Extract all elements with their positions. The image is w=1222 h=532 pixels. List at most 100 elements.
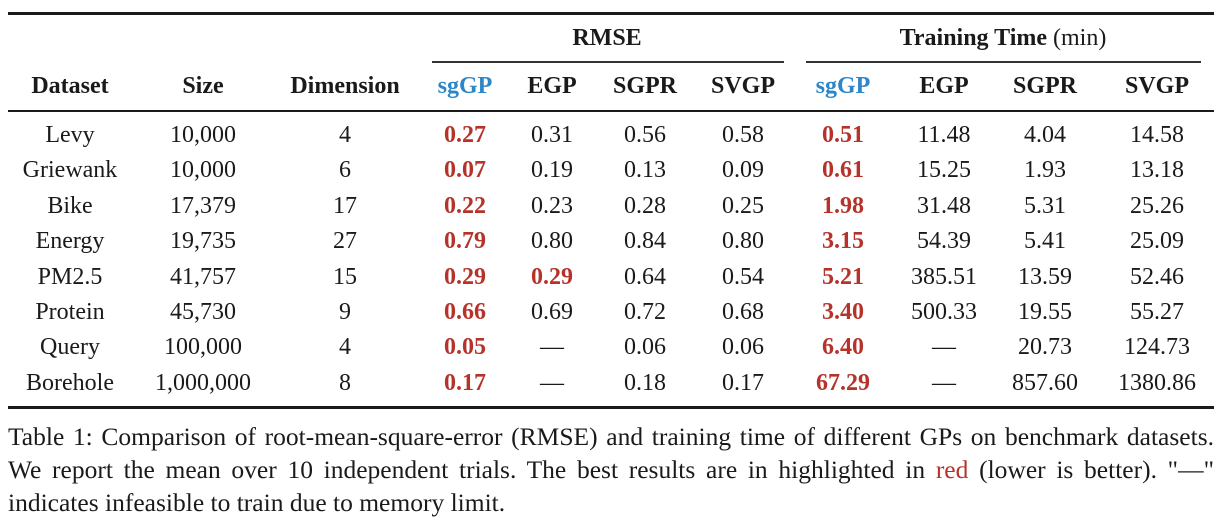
dataset-cell: Protein — [35, 299, 105, 325]
dimension-cell: 9 — [339, 299, 351, 325]
time-cell: 25.26 — [1130, 192, 1184, 219]
rmse-cell: 0.27 — [444, 122, 486, 148]
time-cell: 14.58 — [1130, 122, 1184, 148]
rmse-cell: 0.31 — [531, 122, 573, 148]
time-cell: 1380.86 — [1118, 369, 1196, 396]
time-cell: 54.39 — [917, 228, 971, 255]
dimension-cell: 27 — [333, 228, 357, 255]
rmse-cell: 0.29 — [531, 263, 573, 290]
dimension-cell: 17 — [333, 192, 357, 219]
rmse-cell: 0.05 — [444, 334, 486, 361]
time-cell: 3.40 — [822, 299, 864, 325]
dataset-cell: Griewank — [22, 157, 118, 184]
column-header-dataset: Dataset — [31, 73, 109, 99]
time-cell: 52.46 — [1130, 263, 1184, 290]
time-cell: 31.48 — [917, 192, 971, 219]
size-cell: 10,000 — [170, 157, 236, 184]
rmse-cell: 0.80 — [722, 228, 764, 255]
dataset-cell: Query — [40, 334, 100, 361]
rmse-cell: 0.23 — [531, 192, 573, 219]
bottom-rule — [8, 406, 1214, 409]
rmse-cell: 0.07 — [444, 157, 486, 184]
column-header-svgp-rmse: SVGP — [710, 73, 776, 99]
rmse-cell: 0.06 — [624, 334, 666, 361]
size-cell: 41,757 — [170, 263, 236, 290]
column-header-dimension: Dimension — [290, 73, 400, 99]
top-rule — [8, 12, 1214, 15]
rmse-cell: 0.18 — [624, 369, 666, 396]
time-cell: 0.51 — [822, 122, 864, 148]
rmse-cell: 0.06 — [722, 334, 764, 361]
table-caption: Table 1: Comparison of root-mean-square-… — [8, 422, 1214, 517]
rmse-cell: 0.64 — [624, 263, 666, 290]
dataset-cell: PM2.5 — [37, 263, 103, 290]
rmse-cell: 0.66 — [444, 299, 486, 325]
rmse-cell: 0.19 — [531, 157, 573, 184]
size-cell: 19,735 — [170, 228, 236, 255]
time-cell: 385.51 — [911, 263, 977, 290]
dimension-cell: 4 — [339, 122, 351, 148]
time-cell: 857.60 — [1012, 369, 1078, 396]
dimension-cell: 8 — [339, 369, 351, 396]
rmse-cell: — — [540, 369, 564, 396]
rmse-cell: 0.28 — [624, 192, 666, 219]
rmse-cell: 0.56 — [624, 122, 666, 148]
caption-red-word: red — [935, 455, 969, 484]
time-cell: — — [932, 369, 956, 396]
time-cell: 67.29 — [816, 369, 870, 396]
rmse-cell: 0.22 — [444, 192, 486, 219]
time-cell: 5.21 — [822, 263, 864, 290]
time-cell: 1.93 — [1024, 157, 1066, 184]
column-header-sggp-rmse: sgGP — [437, 73, 493, 99]
column-header-svgp-time: SVGP — [1124, 73, 1190, 99]
rmse-cell: 0.17 — [444, 369, 486, 396]
rmse-cell: 0.69 — [531, 299, 573, 325]
time-group-rule — [806, 61, 1201, 63]
time-cell: 6.40 — [822, 334, 864, 361]
column-header-sggp-time: sgGP — [815, 73, 871, 99]
rmse-cell: 0.72 — [624, 299, 666, 325]
rmse-cell: 0.80 — [531, 228, 573, 255]
group-header-rmse: RMSE — [572, 25, 642, 51]
time-cell: 25.09 — [1130, 228, 1184, 255]
rmse-cell: 0.17 — [722, 369, 764, 396]
header-rule — [8, 110, 1214, 112]
rmse-cell: 0.25 — [722, 192, 764, 219]
rmse-cell: 0.84 — [624, 228, 666, 255]
dimension-cell: 6 — [339, 157, 351, 184]
size-cell: 10,000 — [170, 122, 236, 148]
time-cell: 5.31 — [1024, 192, 1066, 219]
dataset-cell: Levy — [45, 122, 95, 148]
time-cell: 500.33 — [911, 299, 977, 325]
dataset-cell: Bike — [47, 192, 93, 219]
time-cell: — — [932, 334, 956, 361]
time-cell: 1.98 — [822, 192, 864, 219]
size-cell: 45,730 — [170, 299, 236, 325]
time-cell: 0.61 — [822, 157, 864, 184]
time-cell: 15.25 — [917, 157, 971, 184]
dataset-cell: Energy — [35, 228, 105, 255]
column-header-egp-time: EGP — [919, 73, 969, 99]
time-cell: 3.15 — [822, 228, 864, 255]
time-cell: 13.18 — [1130, 157, 1184, 184]
size-cell: 1,000,000 — [155, 369, 251, 396]
dimension-cell: 15 — [333, 263, 357, 290]
rmse-cell: 0.79 — [444, 228, 486, 255]
column-header-sgpr-rmse: SGPR — [612, 73, 678, 99]
dataset-cell: Borehole — [26, 369, 114, 396]
size-cell: 100,000 — [164, 334, 242, 361]
column-header-egp-rmse: EGP — [527, 73, 577, 99]
rmse-cell: 0.58 — [722, 122, 764, 148]
time-cell: 5.41 — [1024, 228, 1066, 255]
column-header-sgpr-time: SGPR — [1012, 73, 1078, 99]
rmse-cell: 0.68 — [722, 299, 764, 325]
rmse-cell: 0.54 — [722, 263, 764, 290]
rmse-cell: — — [540, 334, 564, 361]
size-cell: 17,379 — [170, 192, 236, 219]
rmse-cell: 0.29 — [444, 263, 486, 290]
rmse-group-rule — [432, 61, 784, 63]
time-cell: 55.27 — [1130, 299, 1184, 325]
dimension-cell: 4 — [339, 334, 351, 361]
time-cell: 11.48 — [917, 122, 971, 148]
time-cell: 19.55 — [1018, 299, 1072, 325]
